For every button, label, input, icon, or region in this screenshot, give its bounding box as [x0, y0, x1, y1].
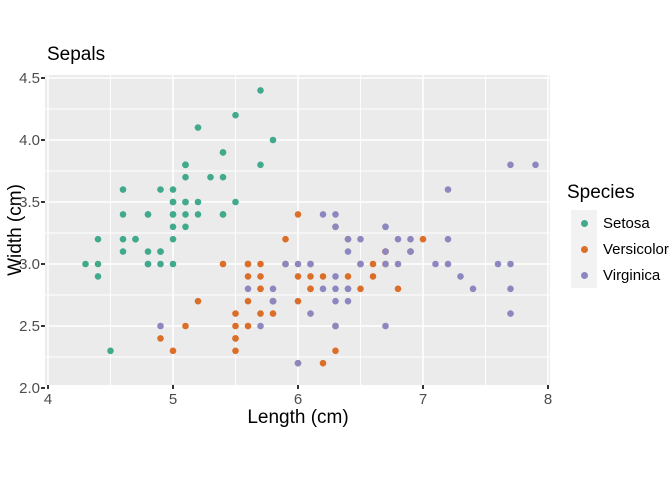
legend-title: Species	[567, 182, 635, 203]
x-axis-title: Length (cm)	[247, 407, 349, 428]
y-tick-label: 2.5	[19, 318, 40, 335]
plot-title: Sepals	[47, 44, 106, 65]
y-tick-mark	[41, 387, 45, 389]
y-tick-mark	[41, 77, 45, 79]
x-tick-label: 8	[543, 391, 553, 408]
legend-item-virginica: Virginica	[571, 262, 669, 288]
x-tick-label: 5	[168, 391, 178, 408]
x-tick-mark	[47, 385, 49, 389]
x-tick-mark	[422, 385, 424, 389]
x-tick-label: 7	[418, 391, 428, 408]
scatter-layer	[45, 75, 550, 385]
legend-key	[571, 262, 597, 288]
y-tick-mark	[41, 263, 45, 265]
legend-key	[571, 236, 597, 262]
x-tick-mark	[297, 385, 299, 389]
y-tick-mark	[41, 325, 45, 327]
legend-item-versicolor: Versicolor	[571, 236, 669, 262]
legend-label: Virginica	[603, 266, 661, 284]
y-tick-label: 4.5	[19, 70, 40, 87]
legend-point-icon	[580, 271, 588, 279]
legend-item-setosa: Setosa	[571, 210, 669, 236]
x-tick-mark	[547, 385, 549, 389]
y-tick-mark	[41, 139, 45, 141]
x-tick-label: 6	[293, 391, 303, 408]
x-tick-label: 4	[43, 391, 53, 408]
legend-label: Versicolor	[603, 240, 669, 258]
legend-point-icon	[580, 245, 588, 253]
y-tick-label: 3.0	[19, 256, 40, 273]
legend-items: Setosa Versicolor Virginica	[560, 210, 669, 288]
x-tick-mark	[172, 385, 174, 389]
y-tick-label: 3.5	[19, 194, 40, 211]
legend-label: Setosa	[603, 214, 650, 232]
plot-panel	[45, 75, 550, 385]
y-tick-label: 4.0	[19, 132, 40, 149]
y-tick-label: 2.0	[19, 380, 40, 397]
legend-key	[571, 210, 597, 236]
legend: Species Setosa Versicolor Virginica	[560, 182, 669, 288]
legend-point-icon	[580, 219, 588, 227]
y-tick-mark	[41, 201, 45, 203]
